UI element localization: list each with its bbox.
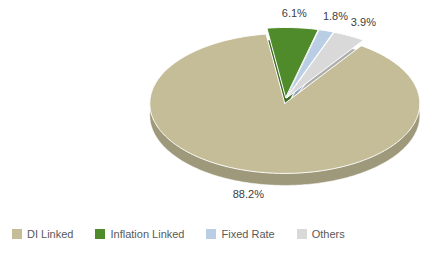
html-text:Fixed Rate: Fixed Rate bbox=[221, 228, 275, 240]
html-text:Inflation Linked: Inflation Linked bbox=[110, 228, 185, 240]
html-text:DI Linked: DI Linked bbox=[27, 228, 74, 240]
html-text:Others: Others bbox=[311, 228, 345, 240]
svg-text:1.8%: 1.8% bbox=[323, 10, 348, 22]
svg-text:6.1%: 6.1% bbox=[282, 7, 307, 19]
svg-text:3.9%: 3.9% bbox=[351, 16, 376, 28]
svg-text:88.2%: 88.2% bbox=[233, 188, 264, 200]
